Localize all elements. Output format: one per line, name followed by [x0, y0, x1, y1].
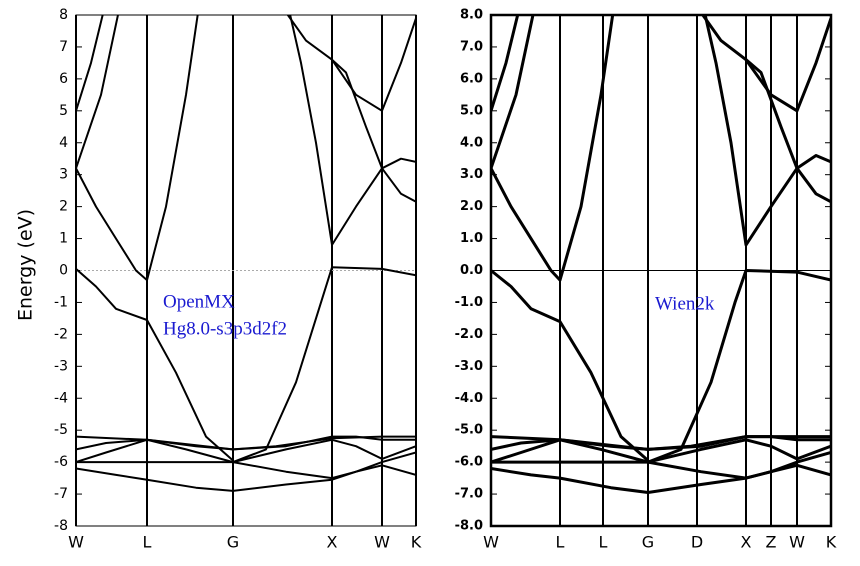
y-tick-label: -6	[54, 454, 68, 470]
y-tick-label: 3.0	[460, 167, 483, 182]
x-tick-label: X	[327, 533, 338, 552]
band-line	[491, 463, 831, 494]
y-tick-label: 5.0	[460, 103, 483, 118]
band-line	[76, 464, 416, 492]
y-tick-label: -6.0	[455, 455, 483, 470]
y-tick-label: 8	[59, 7, 68, 23]
y-tick-label: 2.0	[460, 199, 483, 214]
band-line	[700, 15, 831, 113]
x-tick-label: Z	[766, 533, 777, 552]
y-tick-label: -4.0	[455, 391, 483, 406]
y-tick-label: 1	[59, 231, 68, 247]
band-line	[76, 15, 104, 112]
y-tick-label: 8.0	[460, 8, 483, 23]
band-line	[76, 451, 416, 480]
band-line	[647, 269, 831, 464]
x-tick-label: K	[826, 533, 837, 552]
y-tick-label: -8	[54, 518, 68, 534]
y-tick-label: -7.0	[455, 487, 483, 502]
band-line	[289, 15, 416, 246]
x-tick-label: G	[642, 533, 654, 552]
y-tick-label: 5	[59, 103, 68, 119]
y-tick-label: -4	[54, 390, 68, 406]
band-line	[491, 15, 615, 282]
y-tick-label: 0.0	[460, 263, 483, 278]
y-tick-label: 4.0	[460, 135, 483, 150]
band-line	[491, 15, 520, 112]
band-line	[491, 15, 535, 169]
y-tick-label: -8.0	[455, 519, 483, 534]
plot-frame	[75, 14, 417, 527]
band-line	[331, 58, 416, 203]
x-tick-label: W	[483, 533, 499, 552]
band-line	[76, 15, 199, 282]
annotation: OpenMX	[163, 291, 235, 312]
x-tick-label: G	[227, 533, 239, 552]
y-tick-label: 1.0	[460, 231, 483, 246]
x-tick-label: W	[68, 533, 84, 552]
x-tick-label: X	[741, 533, 752, 552]
band-line	[491, 269, 649, 462]
band-line	[491, 438, 831, 464]
y-tick-label: 2	[59, 199, 68, 215]
y-tick-label: -1	[54, 294, 68, 310]
y-tick-label: -7	[54, 486, 68, 502]
y-tick-label: -2	[54, 326, 68, 342]
y-tick-label: -5	[54, 422, 68, 438]
y-tick-label: 6.0	[460, 71, 483, 86]
y-tick-label: 3	[59, 167, 68, 183]
band-line	[703, 15, 831, 247]
x-tick-label: W	[789, 533, 805, 552]
band-line	[232, 266, 416, 464]
x-tick-label: L	[556, 533, 565, 552]
band-line	[76, 435, 416, 451]
y-axis-label: Energy (eV)	[15, 209, 37, 321]
y-tick-label: -5.0	[455, 423, 483, 438]
band-line	[491, 451, 831, 480]
band-line	[76, 15, 119, 169]
band-line	[286, 15, 416, 112]
y-tick-label: 6	[59, 71, 68, 87]
band-line	[491, 435, 831, 451]
x-tick-label: L	[599, 533, 608, 552]
band-line	[76, 438, 416, 464]
x-tick-label: D	[691, 533, 703, 552]
y-tick-label: -3	[54, 358, 68, 374]
annotation: Hg8.0-s3p3d2f2	[163, 318, 287, 339]
x-tick-label: W	[374, 533, 390, 552]
y-tick-label: 7	[59, 39, 68, 55]
y-tick-label: 7.0	[460, 39, 483, 54]
y-tick-label: 4	[59, 135, 68, 151]
y-tick-label: 0	[59, 263, 68, 279]
y-tick-label: -2.0	[455, 327, 483, 342]
y-tick-label: -3.0	[455, 359, 483, 374]
x-tick-label: K	[411, 533, 422, 552]
plot-frame	[489, 13, 833, 528]
band-line	[76, 268, 234, 462]
y-tick-label: -1.0	[455, 295, 483, 310]
annotation: Wien2k	[655, 293, 715, 314]
x-tick-label: L	[143, 533, 152, 552]
band-line	[745, 58, 831, 204]
